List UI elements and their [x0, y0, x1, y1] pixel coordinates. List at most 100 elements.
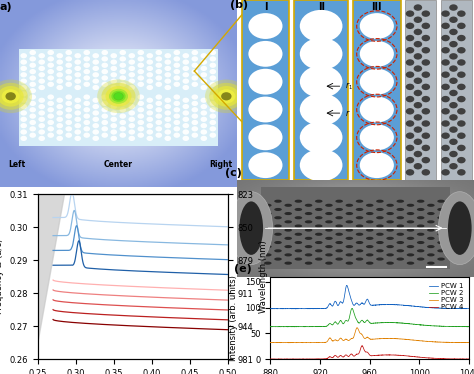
Circle shape	[137, 94, 144, 100]
Circle shape	[173, 62, 180, 68]
Circle shape	[110, 123, 117, 128]
Circle shape	[146, 129, 153, 135]
Circle shape	[201, 66, 207, 71]
Circle shape	[325, 261, 333, 265]
Circle shape	[65, 69, 72, 74]
Circle shape	[83, 114, 90, 119]
Circle shape	[74, 85, 81, 90]
Circle shape	[38, 129, 45, 135]
Circle shape	[396, 200, 404, 203]
Circle shape	[47, 50, 54, 55]
Circle shape	[336, 200, 343, 203]
Circle shape	[111, 91, 126, 102]
Circle shape	[38, 104, 45, 109]
Circle shape	[119, 107, 126, 112]
Circle shape	[300, 38, 342, 70]
Circle shape	[441, 35, 450, 41]
Circle shape	[414, 16, 422, 23]
Circle shape	[325, 204, 333, 207]
Circle shape	[449, 53, 458, 59]
Circle shape	[191, 50, 198, 55]
Circle shape	[182, 104, 189, 109]
Circle shape	[5, 92, 16, 100]
Circle shape	[407, 261, 414, 265]
Circle shape	[274, 241, 282, 244]
PCW 1	[466, 306, 472, 311]
Circle shape	[336, 241, 343, 244]
Circle shape	[191, 133, 198, 138]
Circle shape	[110, 85, 117, 90]
Circle shape	[414, 90, 422, 96]
Circle shape	[191, 62, 198, 68]
Circle shape	[191, 69, 198, 74]
Circle shape	[248, 152, 283, 178]
Text: II: II	[318, 2, 325, 12]
Circle shape	[376, 249, 383, 252]
Circle shape	[92, 79, 99, 84]
PCW 4	[461, 357, 466, 361]
Circle shape	[119, 126, 126, 132]
Circle shape	[336, 258, 343, 261]
Circle shape	[110, 129, 117, 135]
Circle shape	[264, 229, 272, 232]
Circle shape	[101, 94, 108, 100]
Circle shape	[74, 136, 81, 141]
Circle shape	[92, 129, 99, 135]
Circle shape	[92, 72, 99, 77]
PCW 3	[354, 325, 360, 330]
Circle shape	[20, 136, 27, 141]
Circle shape	[83, 62, 90, 68]
Circle shape	[101, 83, 136, 110]
Ellipse shape	[448, 201, 472, 255]
Y-axis label: Frequency ω (a/c): Frequency ω (a/c)	[0, 239, 4, 315]
Circle shape	[128, 59, 135, 65]
Circle shape	[29, 88, 36, 94]
Circle shape	[97, 80, 140, 113]
Circle shape	[38, 136, 45, 141]
Circle shape	[210, 82, 216, 87]
Circle shape	[414, 126, 422, 133]
Circle shape	[417, 258, 424, 261]
Circle shape	[74, 110, 81, 116]
Circle shape	[417, 216, 424, 219]
Circle shape	[427, 229, 435, 232]
Circle shape	[92, 98, 99, 103]
Circle shape	[386, 212, 394, 215]
Circle shape	[305, 229, 312, 232]
Circle shape	[346, 237, 353, 240]
Circle shape	[300, 121, 342, 153]
Circle shape	[396, 249, 404, 252]
Circle shape	[315, 224, 322, 227]
Circle shape	[155, 101, 162, 106]
Circle shape	[205, 80, 247, 113]
Circle shape	[128, 98, 135, 103]
Circle shape	[110, 110, 117, 116]
Circle shape	[56, 123, 63, 128]
Circle shape	[56, 110, 63, 116]
Text: Right: Right	[209, 160, 232, 169]
Circle shape	[146, 59, 153, 65]
PCW 3	[277, 340, 283, 345]
Circle shape	[457, 22, 465, 29]
Circle shape	[47, 62, 54, 68]
Circle shape	[101, 50, 108, 55]
Circle shape	[74, 72, 81, 77]
Circle shape	[164, 66, 171, 71]
Circle shape	[110, 79, 117, 84]
Ellipse shape	[239, 201, 263, 255]
Circle shape	[376, 216, 383, 219]
Circle shape	[119, 82, 126, 87]
Circle shape	[417, 224, 424, 227]
Circle shape	[427, 261, 435, 265]
Text: Center: Center	[104, 160, 133, 169]
Circle shape	[65, 120, 72, 125]
Circle shape	[29, 133, 36, 138]
Circle shape	[356, 233, 363, 236]
Circle shape	[182, 53, 189, 58]
Circle shape	[182, 79, 189, 84]
Circle shape	[191, 94, 198, 100]
Circle shape	[284, 204, 292, 207]
Circle shape	[441, 22, 450, 29]
Circle shape	[173, 50, 180, 55]
Bar	[405, 0, 436, 180]
